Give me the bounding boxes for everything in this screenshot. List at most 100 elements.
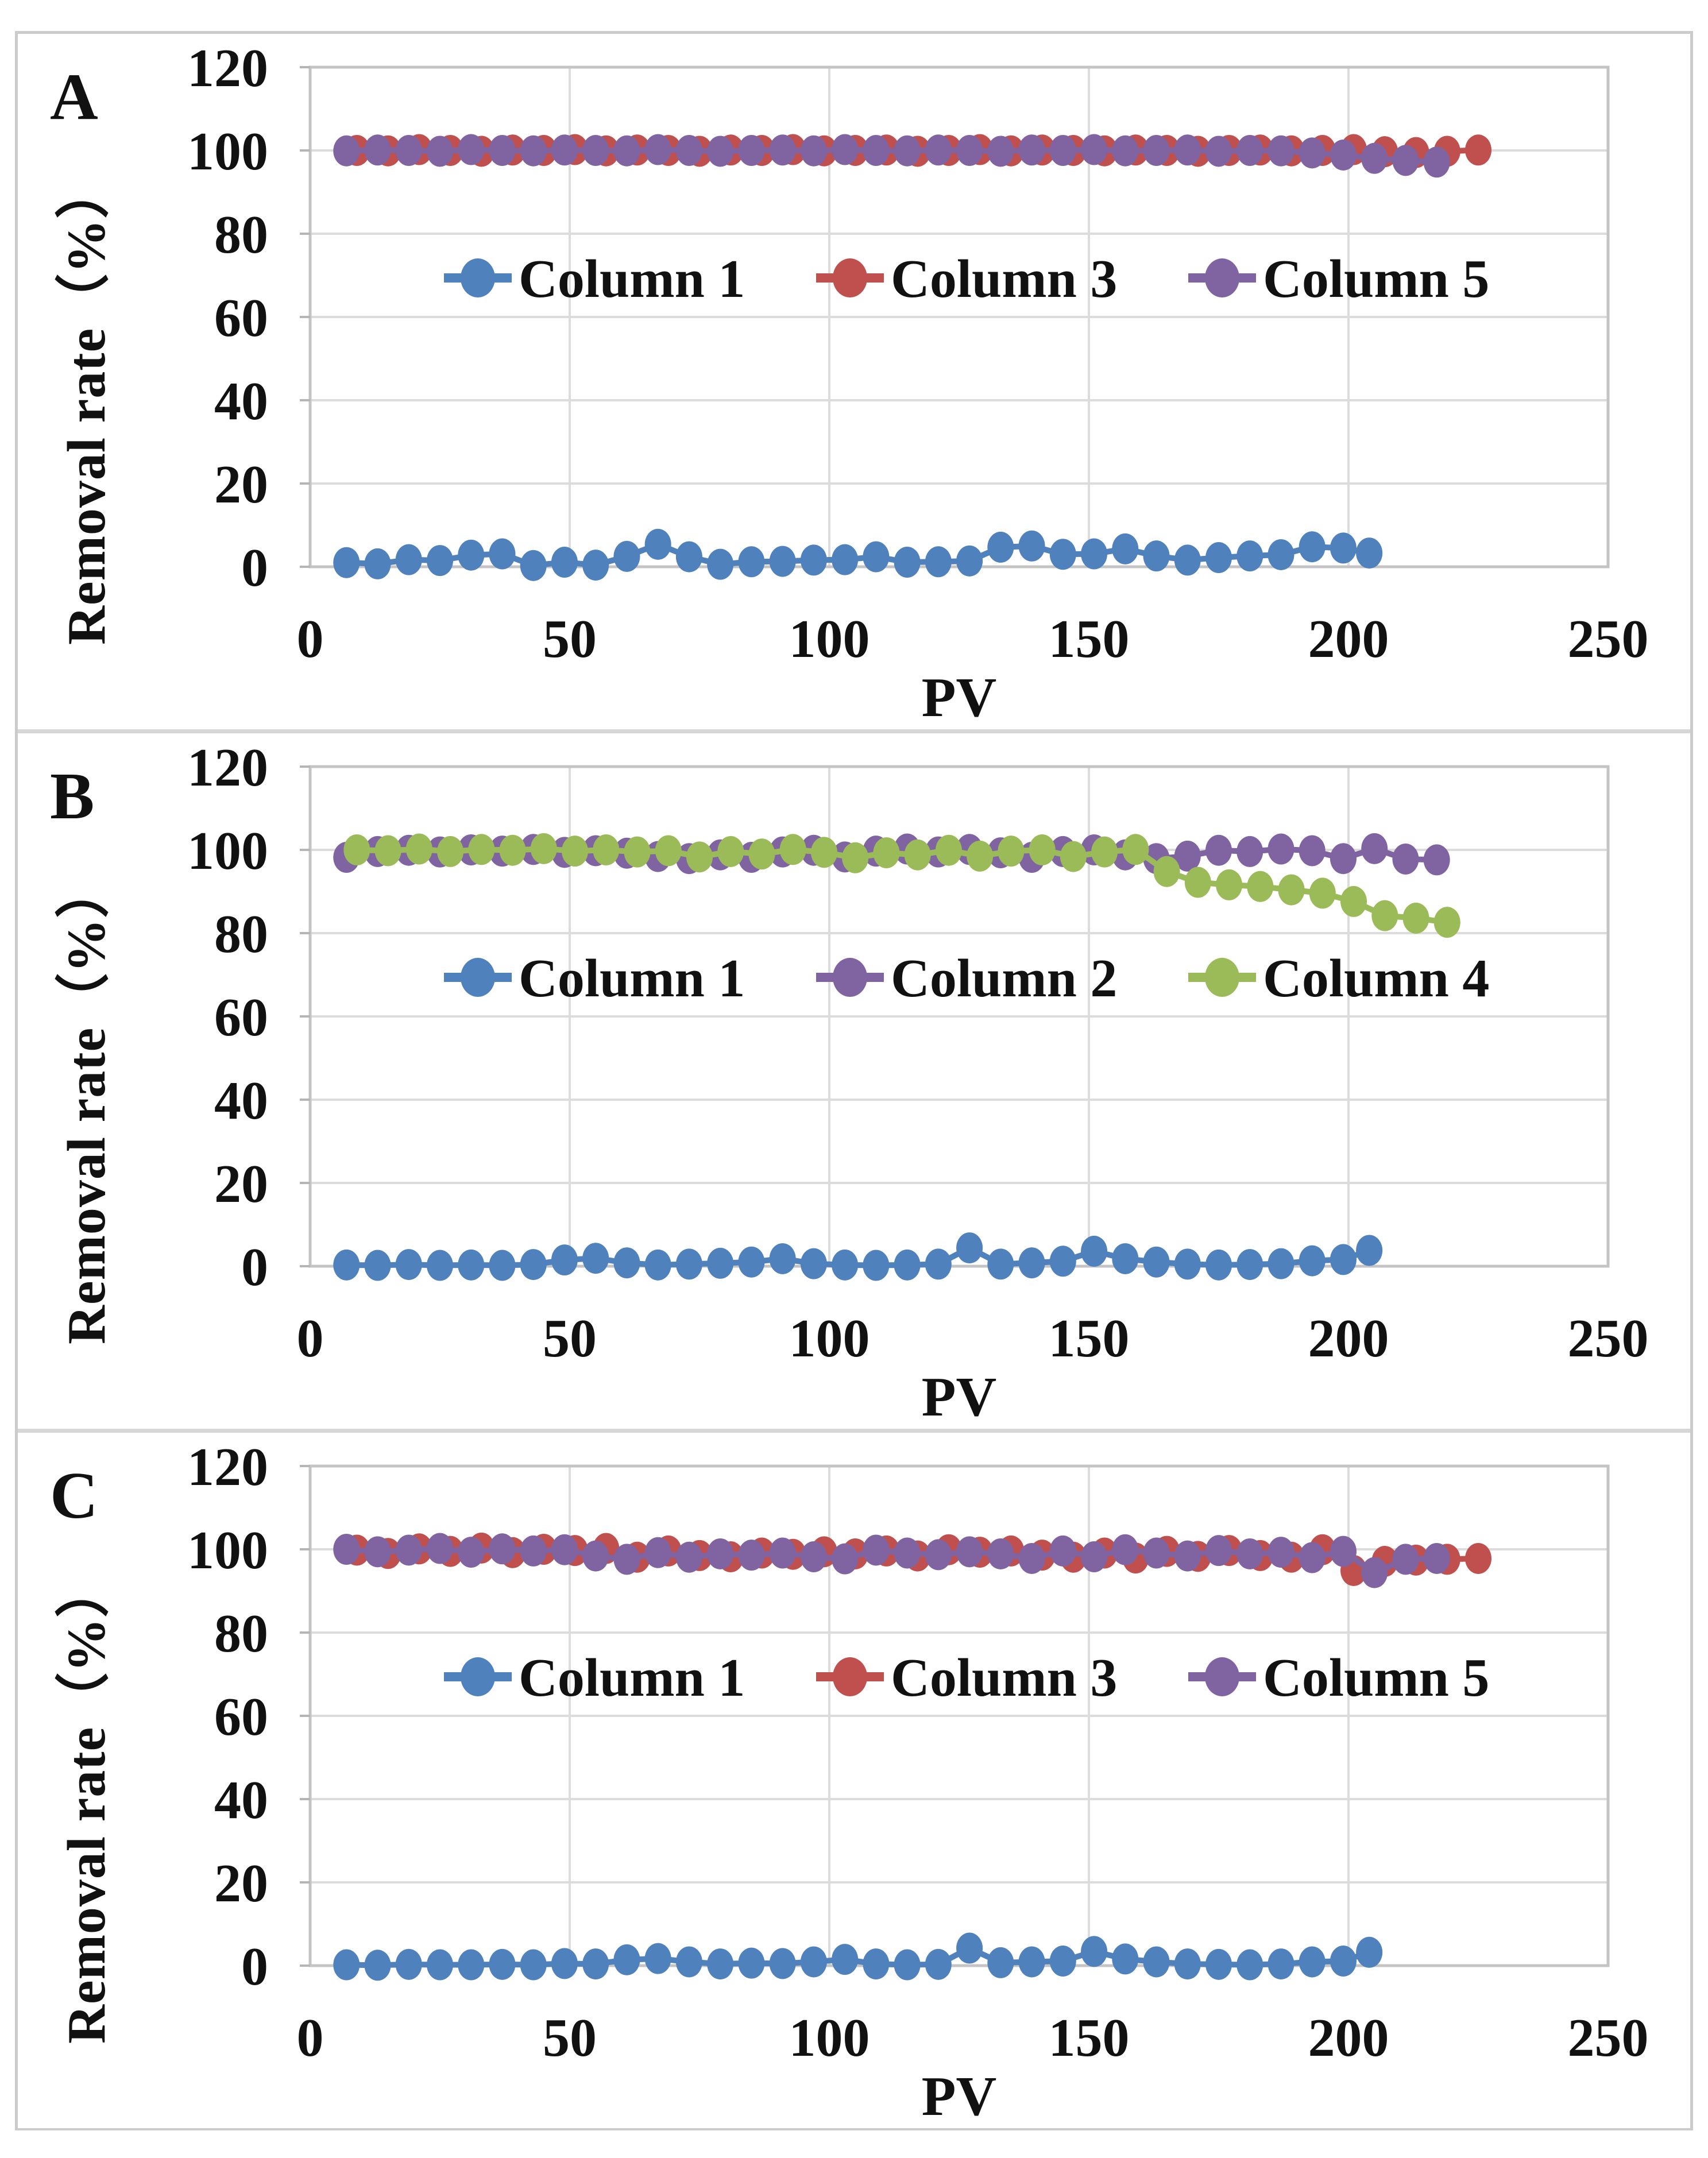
data-point-column-1 [520,1249,547,1281]
data-point-column-1 [458,1949,485,1981]
data-point-column-5 [863,1534,890,1566]
x-axis-title: PV [921,667,997,729]
y-axis-title: Removal rate（%） [57,1563,117,2044]
data-point-column-1 [1268,1248,1294,1279]
y-tick-label: 120 [187,1437,268,1497]
x-tick-label: 250 [1568,2008,1649,2068]
legend-item-column-4: Column 4 [1188,949,1489,1008]
data-point-column-1 [956,1232,983,1264]
data-point-column-4 [562,836,589,867]
data-point-column-1 [364,548,391,579]
data-point-column-1 [956,1932,983,1964]
data-point-column-4 [810,837,837,868]
data-point-column-5 [1174,1540,1201,1572]
y-tick-label: 80 [214,1604,268,1664]
data-point-column-2 [1392,843,1419,875]
panel-a: 0 20 40 60 80 100 120 0 50 100 150 200 250 Column 1 Co… [18,34,1690,733]
data-point-column-4 [779,834,806,865]
data-point-column-1 [520,1949,547,1981]
data-point-column-5 [1205,1535,1232,1567]
y-tick-label: 40 [214,372,268,431]
series-line-column-1 [346,541,1370,568]
data-point-column-1 [551,1948,578,1979]
data-point-column-5 [1361,142,1388,174]
data-point-column-1 [1018,1946,1045,1978]
data-point-column-1 [1356,537,1383,569]
data-point-column-5 [894,1537,921,1569]
data-point-column-1 [333,547,360,578]
data-point-column-4 [468,834,495,865]
data-point-column-1 [1330,532,1357,564]
data-point-column-5 [1361,1557,1388,1588]
data-point-column-5 [894,135,921,167]
data-point-column-5 [644,1537,671,1568]
data-point-column-1 [769,1243,796,1274]
data-point-column-1 [707,548,734,580]
y-tick-label: 100 [187,122,268,181]
data-point-column-5 [769,1537,796,1569]
data-point-column-1 [1330,1244,1357,1275]
data-point-column-5 [1268,135,1294,167]
data-point-column-1 [551,1244,578,1276]
series-line-column-1 [346,1244,1370,1268]
x-tick-label: 50 [543,609,597,669]
x-tick-label: 100 [789,2008,870,2068]
data-point-column-1 [613,540,640,572]
data-point-column-4 [1029,834,1056,865]
data-point-column-1 [1299,1245,1326,1277]
data-point-column-1 [364,1250,391,1281]
data-point-column-1 [863,1250,890,1281]
data-point-column-2 [1236,836,1263,867]
data-point-column-1 [1330,1946,1357,1977]
figure-frame: 0 20 40 60 80 100 120 0 50 100 150 200 250 Column 1 Co… [15,31,1693,2130]
data-point-column-2 [1330,843,1357,875]
data-point-column-4 [842,842,869,873]
data-point-column-5 [863,135,890,166]
data-point-column-1 [800,1946,827,1978]
data-point-column-5 [956,135,983,166]
y-axis-title: Removal rate（%） [57,164,117,645]
legend: Column 1 Column 3 Column 5 [444,1648,1489,1708]
data-point-column-5 [1174,134,1201,166]
data-point-column-5 [1018,134,1045,166]
data-point-column-1 [1049,1946,1076,1977]
data-point-column-1 [551,547,578,578]
y-tick-label: 40 [214,1770,268,1830]
legend-marker-icon [833,258,867,297]
legend-marker-icon [1205,258,1239,297]
legend-label: Column 1 [519,1648,745,1708]
data-point-column-4 [343,834,370,865]
y-tick-label: 80 [214,205,268,265]
data-point-column-3 [1465,1542,1491,1574]
data-point-column-5 [1112,135,1139,167]
data-point-column-1 [458,539,485,571]
x-axis-title: PV [921,2066,997,2128]
x-tick-label: 50 [543,1309,597,1368]
legend-marker-icon [1205,958,1239,997]
x-tick-label: 200 [1308,609,1389,669]
legend-label: Column 3 [891,1648,1117,1708]
data-point-column-5 [613,1544,640,1575]
data-point-column-5 [364,134,391,166]
data-point-column-5 [489,1533,516,1565]
data-point-column-4 [967,840,994,872]
y-tick-label: 120 [187,738,268,798]
data-point-column-5 [1330,1536,1357,1567]
panel-b: 0 20 40 60 80 100 120 0 50 100 150 200 250 Column 1 Co… [18,733,1690,1433]
data-point-column-1 [1174,1948,1201,1980]
data-point-column-5 [738,1540,765,1571]
data-point-column-4 [904,839,931,871]
legend-marker-icon [461,1657,495,1696]
data-point-column-5 [1236,1538,1263,1569]
data-point-column-5 [800,135,827,167]
data-point-column-5 [1081,1541,1108,1573]
legend-label: Column 5 [1263,249,1489,309]
series-line-column-1 [346,1944,1370,1969]
legend-item-column-5: Column 5 [1188,1648,1489,1708]
panel-label-c: C [50,1459,98,1533]
data-point-column-5 [582,1540,609,1572]
legend-marker-icon [461,958,495,997]
data-point-column-1 [427,1949,453,1981]
